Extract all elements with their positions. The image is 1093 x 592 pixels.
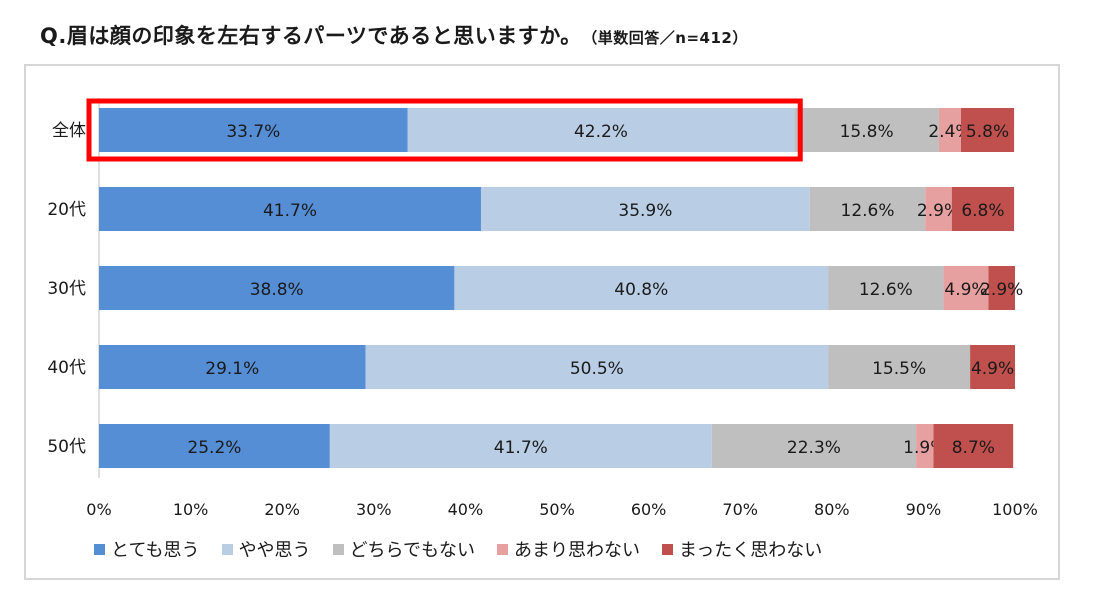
data-label: 38.8% xyxy=(250,280,304,300)
data-label: 41.7% xyxy=(263,201,317,221)
x-tick-label: 0% xyxy=(86,500,111,519)
category-label: 50代 xyxy=(47,437,86,457)
data-label: 12.6% xyxy=(841,201,895,221)
data-label: 35.9% xyxy=(618,201,672,221)
bar-segment xyxy=(99,266,455,310)
bar-segment xyxy=(988,266,1015,310)
data-label: 2.9% xyxy=(917,201,960,221)
x-tick-label: 20% xyxy=(264,500,300,519)
legend-item: やや思う xyxy=(221,536,311,562)
data-label: 2.4% xyxy=(928,122,971,142)
bar-segment xyxy=(794,108,939,152)
bar-segment xyxy=(938,108,961,152)
bar-segment xyxy=(925,187,952,231)
bar-segment xyxy=(99,108,408,152)
bar-segment xyxy=(99,345,366,389)
x-tick-label: 80% xyxy=(814,500,850,519)
bar-segment xyxy=(99,187,481,231)
bar-segment xyxy=(970,345,1015,389)
data-label: 50.5% xyxy=(570,359,624,379)
category-label: 20代 xyxy=(47,200,86,220)
x-tick-label: 70% xyxy=(722,500,758,519)
bar-segment xyxy=(809,187,926,231)
chart-legend: とても思う やや思う どちらでもない あまり思わない まったく思わない xyxy=(94,536,822,562)
title-sub: （単数回答／n=412） xyxy=(589,29,748,47)
bar-segment xyxy=(99,424,330,468)
bar-segment xyxy=(828,266,944,310)
legend-label: やや思う xyxy=(238,540,311,561)
x-tick-label: 100% xyxy=(992,500,1038,519)
x-tick-label: 30% xyxy=(356,500,392,519)
data-label: 5.8% xyxy=(966,122,1009,142)
x-tick-label: 40% xyxy=(448,500,484,519)
data-label: 41.7% xyxy=(494,438,548,458)
bar-segment xyxy=(329,424,712,468)
data-label: 40.8% xyxy=(614,280,668,300)
data-label: 8.7% xyxy=(952,438,995,458)
x-tick-label: 50% xyxy=(539,500,575,519)
data-label: 6.8% xyxy=(961,201,1004,221)
data-label: 2.9% xyxy=(980,280,1023,300)
category-label: 30代 xyxy=(47,279,86,299)
chart-title: Q.眉は顔の印象を左右するパーツであると思いますか。 （単数回答／n=412） xyxy=(40,20,748,50)
legend-item: まったく思わない xyxy=(662,536,822,562)
x-tick-label: 90% xyxy=(906,500,942,519)
bar-segment xyxy=(960,108,1015,152)
bar-segment xyxy=(828,345,971,389)
data-label: 22.3% xyxy=(787,438,841,458)
category-label: 40代 xyxy=(47,358,86,378)
highlight-box xyxy=(86,98,803,162)
legend-swatch xyxy=(94,543,105,555)
bar-segment xyxy=(711,424,917,468)
data-label: 4.9% xyxy=(971,359,1014,379)
bar-segment xyxy=(933,424,1014,468)
legend-item: あまり思わない xyxy=(497,536,640,562)
legend-swatch xyxy=(332,543,344,555)
legend-label: とても思う xyxy=(111,540,200,561)
bar-segment xyxy=(454,266,829,310)
legend-label: まったく思わない xyxy=(679,540,823,561)
bar-segment xyxy=(365,345,829,389)
data-label: 42.2% xyxy=(574,122,628,142)
title-main: Q.眉は顔の印象を左右するパーツであると思いますか。 xyxy=(40,24,582,48)
legend-item: どちらでもない xyxy=(332,536,476,562)
data-label: 25.2% xyxy=(187,438,241,458)
bar-segment xyxy=(407,108,795,152)
data-label: 29.1% xyxy=(205,359,259,379)
data-label: 15.5% xyxy=(872,359,926,379)
bar-segment xyxy=(943,266,989,310)
legend-label: どちらでもない xyxy=(349,540,476,561)
legend-label: あまり思わない xyxy=(514,540,641,561)
legend-swatch xyxy=(662,543,674,555)
category-label: 全体 xyxy=(52,121,86,141)
x-tick-label: 10% xyxy=(173,500,209,519)
bar-segment xyxy=(916,424,934,468)
data-label: 15.8% xyxy=(840,122,894,142)
bar-segment xyxy=(480,187,810,231)
legend-swatch xyxy=(221,543,233,555)
data-label: 12.6% xyxy=(859,280,913,300)
legend-swatch xyxy=(497,543,509,555)
bar-segment xyxy=(951,187,1015,231)
x-tick-label: 60% xyxy=(631,500,667,519)
data-label: 4.9% xyxy=(944,280,987,300)
legend-item: とても思う xyxy=(94,536,200,562)
data-label: 33.7% xyxy=(226,122,280,142)
